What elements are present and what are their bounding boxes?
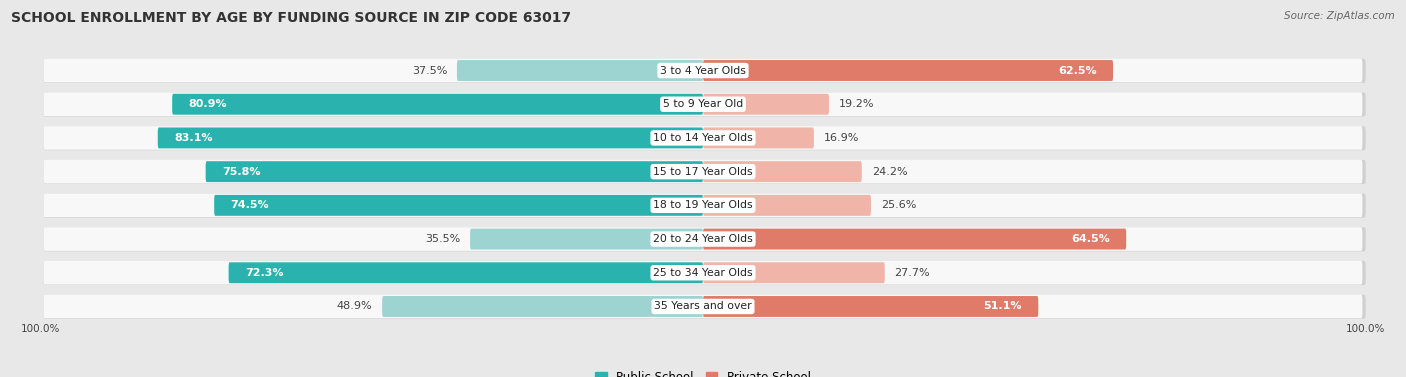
Text: 35 Years and over: 35 Years and over <box>654 302 752 311</box>
FancyBboxPatch shape <box>44 295 1362 318</box>
FancyBboxPatch shape <box>44 261 1362 285</box>
Text: 35.5%: 35.5% <box>425 234 460 244</box>
FancyBboxPatch shape <box>44 194 1365 218</box>
FancyBboxPatch shape <box>44 93 1365 116</box>
Text: 37.5%: 37.5% <box>412 66 447 75</box>
Text: 24.2%: 24.2% <box>872 167 907 177</box>
FancyBboxPatch shape <box>703 296 1038 317</box>
FancyBboxPatch shape <box>157 127 703 149</box>
FancyBboxPatch shape <box>44 261 1365 285</box>
Text: 83.1%: 83.1% <box>174 133 212 143</box>
Text: 80.9%: 80.9% <box>188 99 228 109</box>
Text: 64.5%: 64.5% <box>1071 234 1109 244</box>
Text: 48.9%: 48.9% <box>336 302 373 311</box>
FancyBboxPatch shape <box>703 60 1114 81</box>
Text: 25.6%: 25.6% <box>880 200 917 210</box>
FancyBboxPatch shape <box>229 262 703 283</box>
FancyBboxPatch shape <box>703 228 1126 250</box>
FancyBboxPatch shape <box>44 160 1365 184</box>
FancyBboxPatch shape <box>382 296 703 317</box>
FancyBboxPatch shape <box>457 60 703 81</box>
FancyBboxPatch shape <box>205 161 703 182</box>
FancyBboxPatch shape <box>44 227 1365 251</box>
Text: 3 to 4 Year Olds: 3 to 4 Year Olds <box>659 66 747 75</box>
Text: SCHOOL ENROLLMENT BY AGE BY FUNDING SOURCE IN ZIP CODE 63017: SCHOOL ENROLLMENT BY AGE BY FUNDING SOUR… <box>11 11 571 25</box>
FancyBboxPatch shape <box>703 195 870 216</box>
FancyBboxPatch shape <box>44 227 1362 251</box>
FancyBboxPatch shape <box>44 295 1365 319</box>
FancyBboxPatch shape <box>44 126 1362 150</box>
Text: 51.1%: 51.1% <box>983 302 1022 311</box>
FancyBboxPatch shape <box>44 59 1365 83</box>
Text: 20 to 24 Year Olds: 20 to 24 Year Olds <box>654 234 752 244</box>
Text: 100.0%: 100.0% <box>21 324 60 334</box>
FancyBboxPatch shape <box>470 228 703 250</box>
Text: 62.5%: 62.5% <box>1059 66 1097 75</box>
FancyBboxPatch shape <box>214 195 703 216</box>
FancyBboxPatch shape <box>44 126 1365 150</box>
Text: 16.9%: 16.9% <box>824 133 859 143</box>
Text: 72.3%: 72.3% <box>245 268 284 278</box>
FancyBboxPatch shape <box>703 127 814 149</box>
FancyBboxPatch shape <box>44 193 1362 217</box>
FancyBboxPatch shape <box>44 92 1362 116</box>
FancyBboxPatch shape <box>703 262 884 283</box>
Text: 18 to 19 Year Olds: 18 to 19 Year Olds <box>654 200 752 210</box>
Text: 75.8%: 75.8% <box>222 167 260 177</box>
Text: 15 to 17 Year Olds: 15 to 17 Year Olds <box>654 167 752 177</box>
FancyBboxPatch shape <box>703 161 862 182</box>
Text: Source: ZipAtlas.com: Source: ZipAtlas.com <box>1284 11 1395 21</box>
FancyBboxPatch shape <box>44 160 1362 184</box>
Text: 100.0%: 100.0% <box>1346 324 1385 334</box>
Text: 74.5%: 74.5% <box>231 200 269 210</box>
FancyBboxPatch shape <box>44 59 1362 82</box>
Text: 27.7%: 27.7% <box>894 268 931 278</box>
FancyBboxPatch shape <box>172 94 703 115</box>
Text: 10 to 14 Year Olds: 10 to 14 Year Olds <box>654 133 752 143</box>
Text: 5 to 9 Year Old: 5 to 9 Year Old <box>662 99 744 109</box>
Legend: Public School, Private School: Public School, Private School <box>591 366 815 377</box>
Text: 19.2%: 19.2% <box>839 99 875 109</box>
Text: 25 to 34 Year Olds: 25 to 34 Year Olds <box>654 268 752 278</box>
FancyBboxPatch shape <box>703 94 830 115</box>
